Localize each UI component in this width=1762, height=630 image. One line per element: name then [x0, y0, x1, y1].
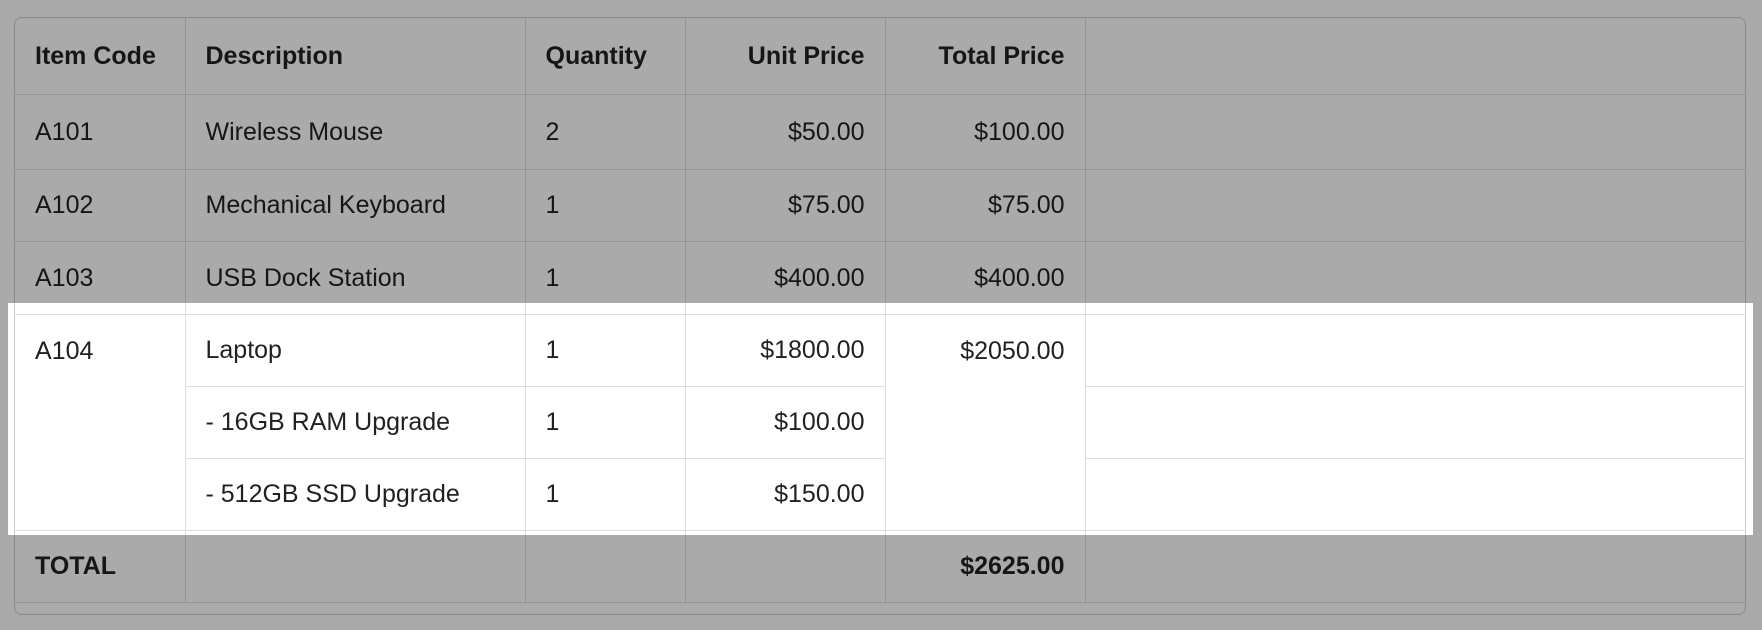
quantity: 1 [524, 169, 686, 242]
empty-cell [1084, 169, 1745, 242]
header-empty [1084, 18, 1745, 95]
total-price: $100.00 [884, 94, 1086, 170]
description: Laptop [184, 314, 526, 387]
item-code: A102 [15, 169, 186, 242]
empty-cell [1084, 386, 1745, 459]
description: Mechanical Keyboard [184, 169, 526, 242]
invoice-table: Item Code Description Quantity Unit Pric… [15, 18, 1745, 603]
total-label: TOTAL [15, 530, 186, 603]
item-code: A104 [15, 314, 186, 531]
group-row: - 16GB RAM Upgrade 1 $100.00 [15, 386, 1745, 459]
grand-total: $2625.00 [884, 530, 1086, 603]
unit-price: $100.00 [684, 386, 886, 459]
header-description: Description [184, 18, 526, 95]
group-row: A104 Laptop 1 $1800.00 $2050.00 [15, 314, 1745, 531]
header-row: Item Code Description Quantity Unit Pric… [15, 18, 1745, 95]
item-code: A101 [15, 94, 186, 170]
unit-price: $75.00 [684, 169, 886, 242]
header-quantity: Quantity [524, 18, 686, 95]
description: Wireless Mouse [184, 94, 526, 170]
unit-price: $150.00 [684, 458, 886, 531]
quantity: 1 [524, 386, 686, 459]
empty-cell [1084, 314, 1745, 387]
empty-cell [1084, 241, 1745, 315]
invoice-table-container: Item Code Description Quantity Unit Pric… [14, 17, 1746, 615]
item-code: A103 [15, 241, 186, 315]
description: - 16GB RAM Upgrade [185, 386, 526, 459]
empty-cell [684, 530, 886, 603]
unit-price: $50.00 [684, 94, 886, 170]
quantity: 2 [524, 94, 686, 170]
description: USB Dock Station [184, 241, 526, 315]
quantity: 1 [524, 314, 686, 387]
total-row: TOTAL $2625.00 [15, 530, 1745, 603]
description: - 512GB SSD Upgrade [185, 458, 526, 531]
header-unit-price: Unit Price [684, 18, 886, 95]
table-row: A101 Wireless Mouse 2 $50.00 $100.00 [15, 94, 1745, 170]
total-price: $400.00 [884, 241, 1086, 315]
empty-cell [524, 530, 686, 603]
empty-cell [184, 530, 526, 603]
table-row: A102 Mechanical Keyboard 1 $75.00 $75.00 [15, 169, 1745, 242]
unit-price: $1800.00 [684, 314, 886, 387]
quantity: 1 [524, 241, 686, 315]
empty-cell [1084, 530, 1745, 603]
unit-price: $400.00 [684, 241, 886, 315]
quantity: 1 [524, 458, 686, 531]
header-total-price: Total Price [884, 18, 1086, 95]
empty-cell [1084, 94, 1745, 170]
header-item-code: Item Code [15, 18, 186, 95]
empty-cell [1084, 458, 1745, 531]
total-price: $2050.00 [884, 314, 1086, 531]
total-price: $75.00 [884, 169, 1086, 242]
group-row: - 512GB SSD Upgrade 1 $150.00 [15, 458, 1745, 531]
table-row: A103 USB Dock Station 1 $400.00 $400.00 [15, 241, 1745, 315]
